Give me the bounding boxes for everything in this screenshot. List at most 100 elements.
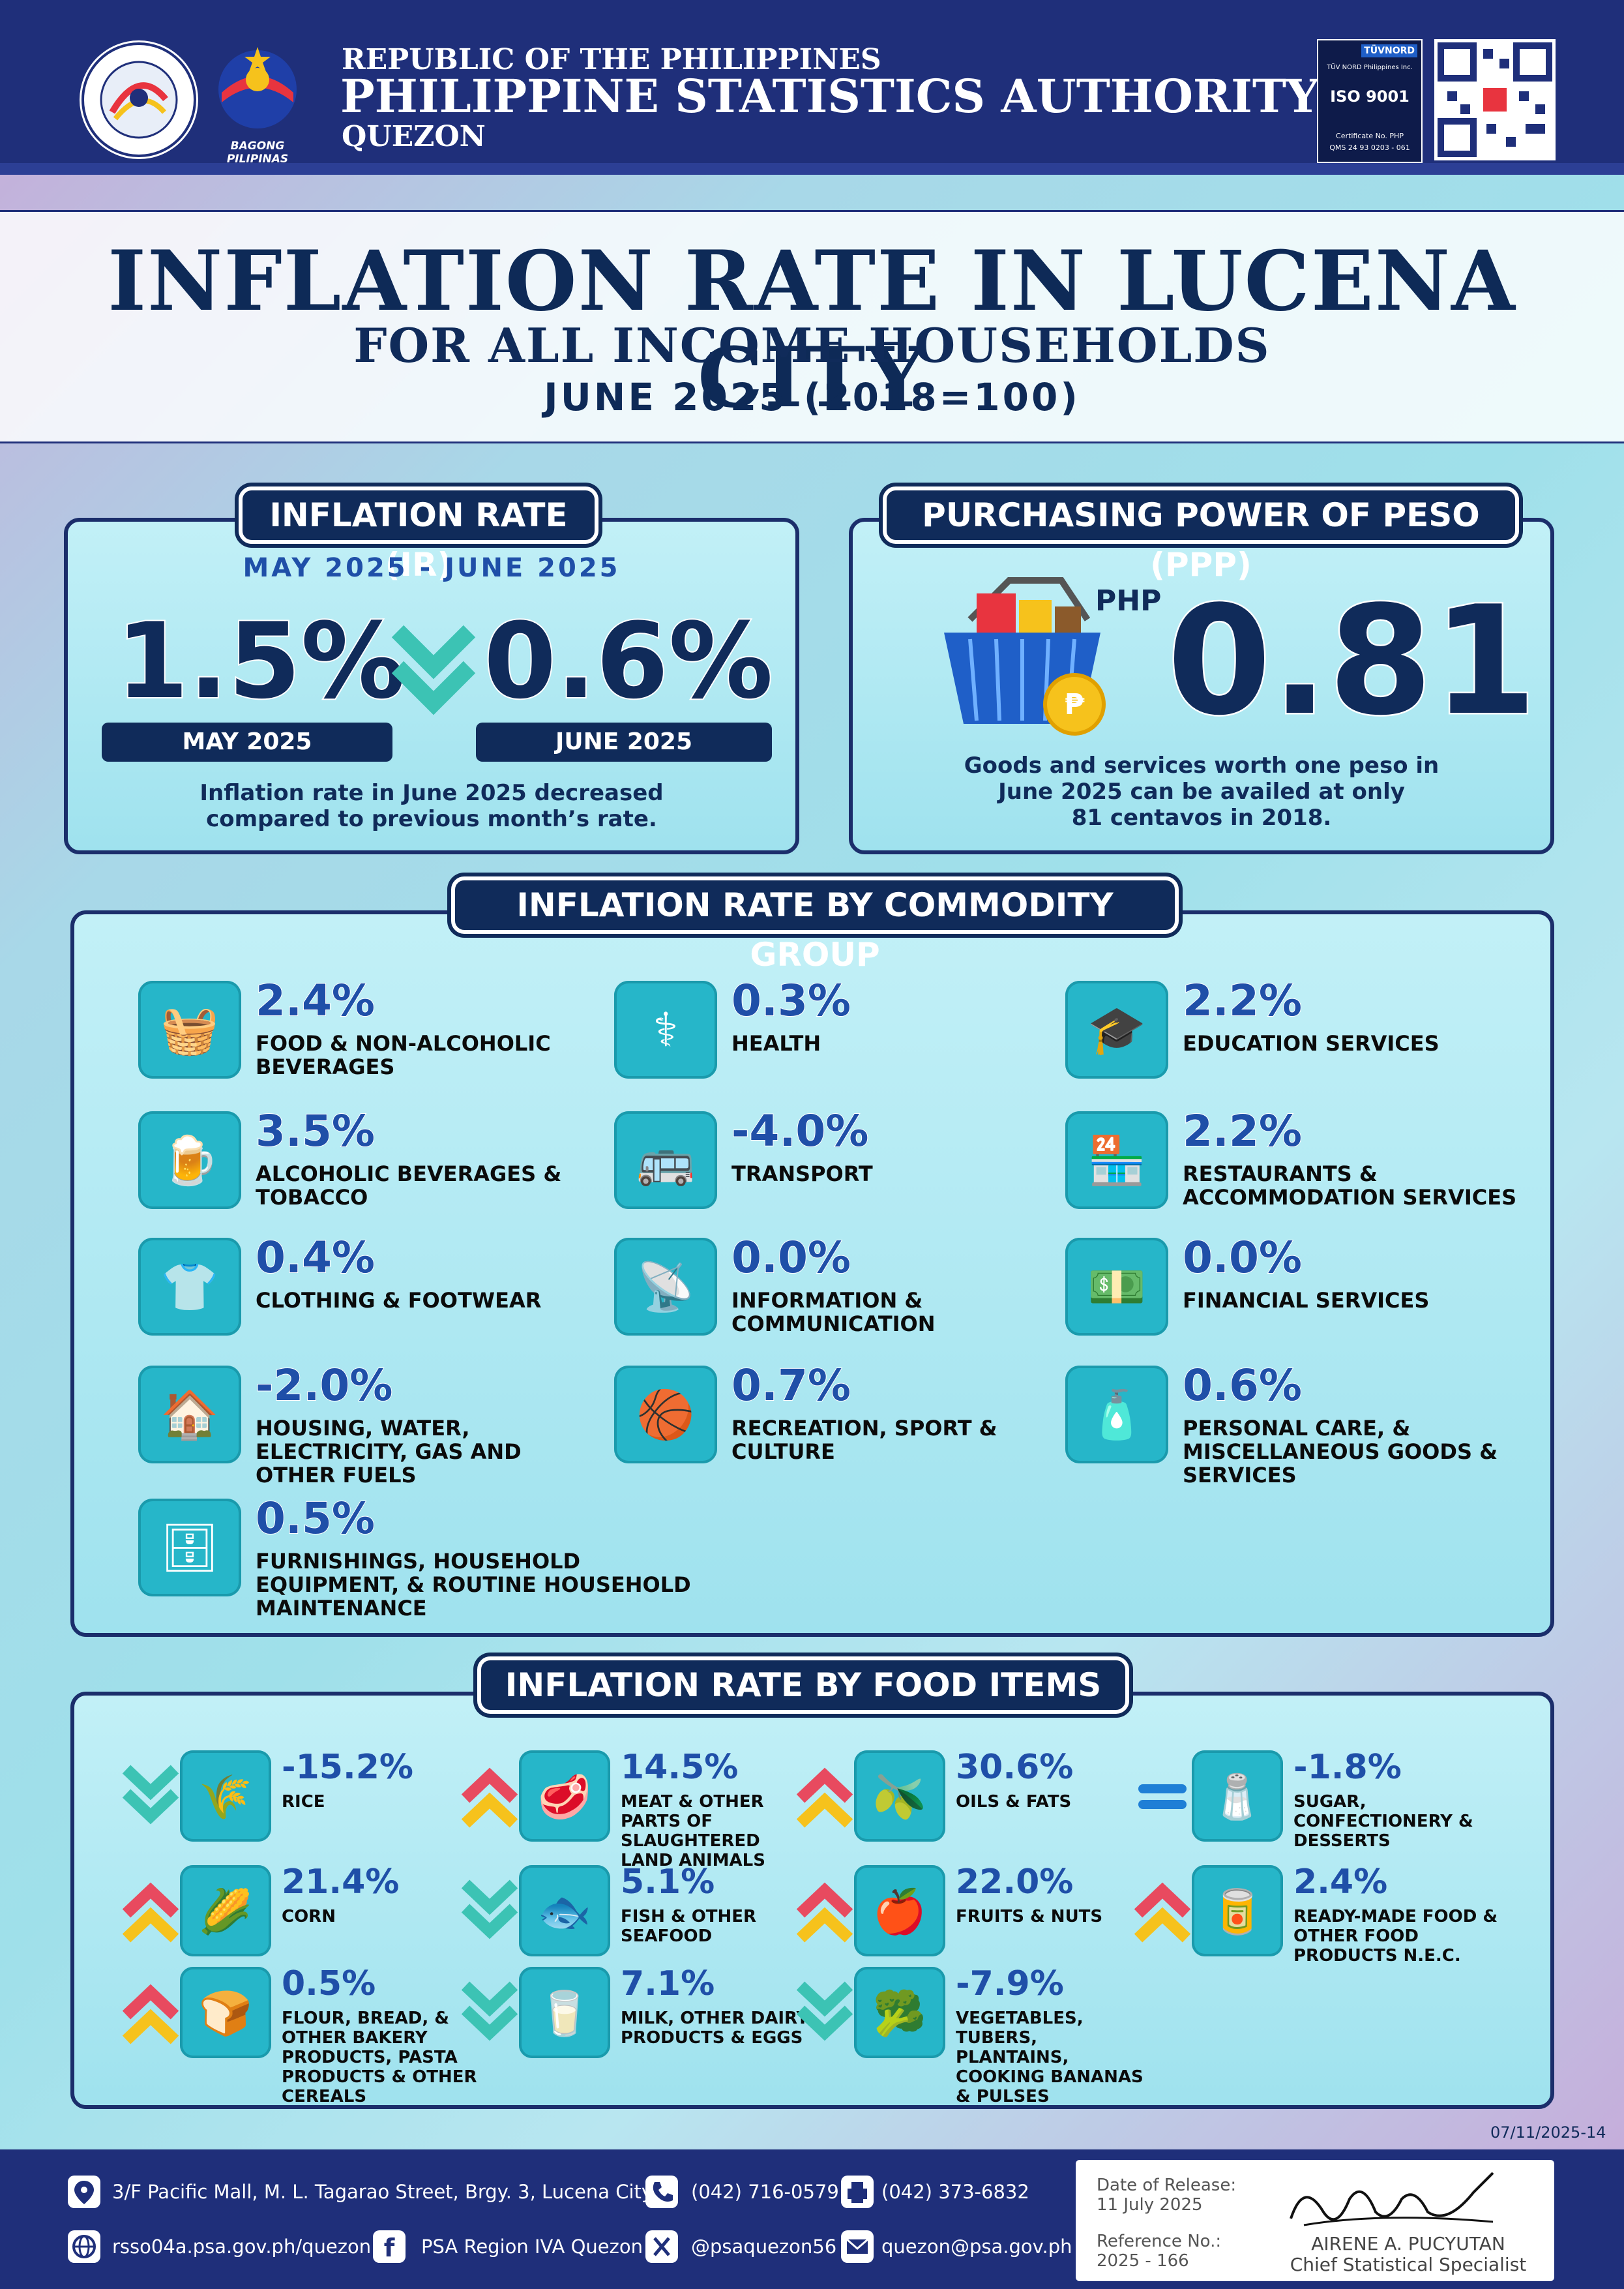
svg-text:💵: 💵 [1087, 1259, 1146, 1314]
ppp-heading: PURCHASING POWER OF PESO (PPP) [883, 486, 1519, 584]
svg-text:🥩: 🥩 [538, 1772, 591, 1823]
food-label: MILK, OTHER DAIRY PRODUCTS & EGGS [621, 2009, 809, 2048]
food-label: READY-MADE FOOD & OTHER FOOD PRODUCTS N.… [1293, 1907, 1498, 1966]
footer-x-handle[interactable]: @psaquezon56 [691, 2236, 837, 2258]
signature-scribble [1278, 2166, 1513, 2238]
cert-brand: TÜVNORD [1361, 44, 1417, 57]
footer-email[interactable]: quezon@psa.gov.ph [881, 2236, 1072, 2258]
bagong-pilipinas-logo [209, 40, 306, 138]
food-label: FISH & OTHER SEAFOOD [621, 1907, 757, 1946]
footer-address: 3/F Pacific Mall, M. L. Tagarao Street, … [112, 2181, 653, 2203]
food-label: FLOUR, BREAD, & OTHER BAKERY PRODUCTS, P… [282, 2009, 477, 2106]
footer-facebook[interactable]: PSA Region IVA Quezon [421, 2236, 643, 2258]
ir-heading: INFLATION RATE (IR) [239, 486, 598, 584]
commodity-heading: INFLATION RATE BY COMMODITY GROUP [451, 876, 1179, 974]
commodity-group-panel [70, 910, 1554, 1637]
release-code: 07/11/2025-14 [1490, 2123, 1606, 2142]
commodity-value: 0.5% [255, 1493, 376, 1544]
sugar-sack-icon: 🧂 [1192, 1750, 1283, 1842]
ir-note-line1: Inflation rate in June 2025 decreased [199, 780, 664, 806]
food-value: -15.2% [282, 1748, 413, 1787]
inflation-rate-panel [64, 518, 799, 854]
commodity-label: TRANSPORT [731, 1161, 873, 1186]
signatory-title: Chief Statistical Specialist [1290, 2254, 1527, 2275]
ref-label: Reference No.: [1097, 2232, 1222, 2251]
food-value: 21.4% [282, 1863, 400, 1902]
food-label: MEAT & OTHER PARTS OF SLAUGHTERED LAND A… [621, 1792, 765, 1870]
footer-website[interactable]: rsso04a.psa.gov.ph/quezon [112, 2236, 372, 2258]
svg-text:₱: ₱ [1065, 688, 1085, 721]
up-chevron-icon [121, 1976, 180, 2048]
ir-curr-value: 0.6% [482, 599, 775, 723]
graduation-books-icon: 🎓 [1065, 981, 1168, 1079]
personal-care-icon: 🧴 [1065, 1366, 1168, 1463]
food-value: 22.0% [956, 1863, 1074, 1902]
commodity-label: RECREATION, SPORT & CULTURE [731, 1416, 997, 1464]
ir-range: MAY 2025 - JUNE 2025 [243, 553, 621, 583]
svg-text:🎓: 🎓 [1087, 1002, 1146, 1057]
food-label: SUGAR, CONFECTIONERY & DESSERTS [1293, 1792, 1473, 1851]
commodity-label: CLOTHING & FOOTWEAR [256, 1288, 542, 1313]
svg-text:🫒: 🫒 [873, 1771, 926, 1822]
commodity-label: INFORMATION & COMMUNICATION [731, 1288, 936, 1336]
commodity-value: 2.4% [255, 975, 376, 1026]
commodity-label: ALCOHOLIC BEVERAGES & TOBACCO [256, 1161, 562, 1210]
svg-text:🥛: 🥛 [538, 1988, 591, 2039]
page-title: INFLATION RATE IN LUCENA CITY [108, 233, 1516, 426]
cert-line1: Certificate No. PHP [1336, 132, 1404, 140]
svg-text:🥦: 🥦 [873, 1988, 926, 2039]
svg-text:🍺: 🍺 [160, 1132, 219, 1188]
food-heading: INFLATION RATE BY FOOD ITEMS [477, 1656, 1129, 1714]
footer-phone[interactable]: (042) 716-0579 [691, 2181, 839, 2203]
ir-prev-label: MAY 2025 [102, 723, 392, 762]
svg-text:🧂: 🧂 [1211, 1771, 1264, 1822]
svg-text:👕: 👕 [160, 1259, 219, 1314]
up-chevron-icon [121, 1874, 180, 1946]
food-value: 7.1% [621, 1964, 715, 2003]
commodity-value: 2.2% [1182, 975, 1303, 1026]
svg-text:📡: 📡 [636, 1257, 695, 1314]
commodity-value: 3.5% [255, 1105, 376, 1157]
up-chevron-icon [460, 1759, 519, 1831]
food-label: FRUITS & NUTS [956, 1907, 1103, 1926]
release-box: Date of Release: 11 July 2025 Reference … [1076, 2160, 1554, 2281]
ppp-currency: PHP [1095, 584, 1162, 618]
footer-bar: 3/F Pacific Mall, M. L. Tagarao Street, … [0, 2149, 1624, 2289]
food-value: 5.1% [621, 1863, 715, 1902]
rice-sack-icon: 🌾 [180, 1750, 271, 1842]
x-icon [645, 2230, 678, 2263]
fax-icon [841, 2176, 874, 2208]
globe-icon [68, 2230, 100, 2263]
ir-note-line2: compared to previous month’s rate. [206, 806, 657, 832]
food-label: RICE [282, 1792, 325, 1812]
page-period: JUNE 2025 (2018=100) [544, 375, 1080, 419]
meat-icon: 🥩 [519, 1750, 610, 1842]
ref-number: 2025 - 166 [1097, 2251, 1189, 2271]
svg-text:🧺: 🧺 [160, 1002, 219, 1057]
vegetables-icon: 🥦 [854, 1967, 945, 2058]
svg-text:🌽: 🌽 [199, 1886, 252, 1937]
commodity-value: 0.0% [731, 1232, 851, 1283]
phone-icon [645, 2176, 678, 2208]
header-line1: REPUBLIC OF THE PHILIPPINES [342, 43, 881, 76]
svg-text:🍎: 🍎 [873, 1886, 926, 1937]
title-band: INFLATION RATE IN LUCENA CITY FOR ALL IN… [0, 210, 1624, 443]
commodity-value: -2.0% [255, 1360, 393, 1411]
beer-mugs-icon: 🍺 [138, 1111, 241, 1209]
header-bar: BAGONG PILIPINAS REPUBLIC OF THE PHILIPP… [0, 0, 1624, 175]
psa-logo [80, 40, 198, 159]
down-chevron-icon [460, 1976, 519, 2048]
down-chevron-icon [795, 1976, 854, 2048]
canned-food-icon: 🥫 [1192, 1865, 1283, 1956]
qr-code[interactable] [1434, 39, 1556, 160]
commodity-value: 0.0% [1182, 1232, 1303, 1283]
communication-tower-icon: 📡 [614, 1238, 717, 1336]
commodity-label: PERSONAL CARE, & MISCELLANEOUS GOODS & S… [1183, 1416, 1498, 1488]
grocery-basket-icon: 🧺 [138, 981, 241, 1079]
release-date: 11 July 2025 [1097, 2195, 1203, 2215]
food-value: 2.4% [1293, 1863, 1388, 1902]
sports-balls-icon: 🏀 [614, 1366, 717, 1463]
oil-bottle-icon: 🫒 [854, 1750, 945, 1842]
location-pin-icon [68, 2176, 100, 2208]
svg-text:🏪: 🏪 [1087, 1133, 1146, 1188]
